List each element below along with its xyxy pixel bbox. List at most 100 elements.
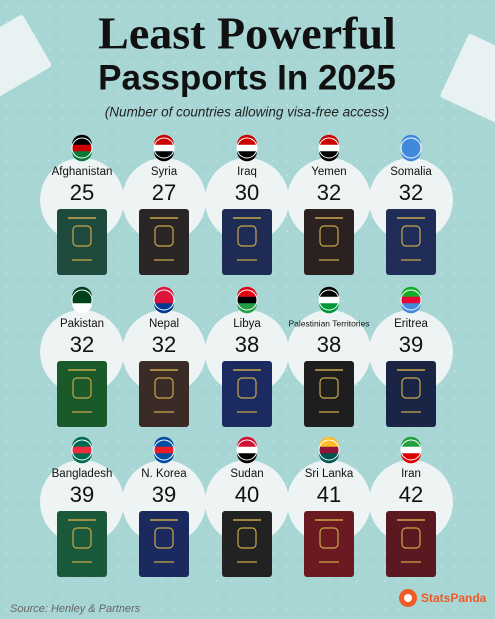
flag-band bbox=[237, 453, 257, 464]
passport-cover bbox=[386, 361, 436, 427]
flag bbox=[318, 436, 340, 464]
visa-free-count: 39 bbox=[70, 482, 94, 507]
flag bbox=[153, 286, 175, 314]
passport-emblem bbox=[401, 225, 421, 247]
visa-free-count: 32 bbox=[152, 332, 176, 357]
visa-free-count: 30 bbox=[235, 180, 259, 205]
country-name: Iraq bbox=[237, 166, 257, 178]
passport-emblem bbox=[154, 527, 174, 549]
flag bbox=[318, 134, 340, 162]
passport-cover bbox=[304, 361, 354, 427]
flag-border bbox=[400, 439, 422, 461]
passport-cover bbox=[139, 511, 189, 577]
flag-border bbox=[153, 137, 175, 159]
country-name: Yemen bbox=[311, 166, 346, 178]
flag bbox=[400, 436, 422, 464]
flag-band bbox=[72, 151, 92, 162]
source: Source: Henley & Partners bbox=[10, 603, 141, 615]
country-name: Libya bbox=[233, 318, 261, 330]
flag-band bbox=[154, 453, 174, 464]
passport-emblem bbox=[319, 527, 339, 549]
flag bbox=[236, 134, 258, 162]
flag-band bbox=[72, 303, 92, 314]
country-name: N. Korea bbox=[141, 468, 187, 480]
visa-free-count: 41 bbox=[317, 482, 341, 507]
passport-cover bbox=[386, 209, 436, 275]
flag-band bbox=[319, 151, 339, 162]
passport-cover bbox=[386, 511, 436, 577]
flag-band bbox=[237, 151, 257, 162]
passport-emblem bbox=[237, 225, 257, 247]
brand-name: StatsPanda bbox=[421, 591, 487, 605]
flag-border bbox=[71, 137, 93, 159]
passport-emblem bbox=[72, 225, 92, 247]
flag bbox=[236, 436, 258, 464]
flag-band bbox=[237, 134, 257, 145]
flag-border bbox=[236, 439, 258, 461]
flag-band bbox=[237, 436, 257, 447]
visa-free-count: 39 bbox=[399, 332, 423, 357]
flag-band bbox=[154, 436, 174, 447]
country-name: Bangladesh bbox=[52, 468, 113, 480]
passport-emblem bbox=[237, 377, 257, 399]
passport-emblem bbox=[72, 377, 92, 399]
flag bbox=[236, 286, 258, 314]
passport-emblem bbox=[154, 225, 174, 247]
flag-band bbox=[401, 151, 421, 162]
flag-border bbox=[153, 439, 175, 461]
country-name: Syria bbox=[151, 166, 178, 178]
subtitle: (Number of countries allowing visa-free … bbox=[105, 105, 389, 120]
card-grid: Afghanistan 25 Syria 27 Iraq 30 Yemen 32 Somalia… bbox=[40, 134, 453, 577]
visa-free-count: 25 bbox=[70, 180, 94, 205]
flag-border bbox=[71, 439, 93, 461]
flag-band bbox=[401, 286, 421, 297]
passport-cover bbox=[139, 361, 189, 427]
flag bbox=[318, 286, 340, 314]
passport-emblem bbox=[154, 377, 174, 399]
flag-band bbox=[401, 453, 421, 464]
passport-cover bbox=[304, 511, 354, 577]
flag-band bbox=[319, 303, 339, 314]
visa-free-count: 32 bbox=[317, 180, 341, 205]
passport-cover bbox=[222, 209, 272, 275]
passport-emblem bbox=[401, 377, 421, 399]
passport-emblem bbox=[319, 225, 339, 247]
passport-emblem bbox=[237, 527, 257, 549]
passport-emblem bbox=[72, 527, 92, 549]
flag-band bbox=[154, 151, 174, 162]
flag-band bbox=[154, 286, 174, 297]
passport-cover bbox=[139, 209, 189, 275]
passport-cover bbox=[222, 361, 272, 427]
flag-band bbox=[154, 134, 174, 145]
flag-border bbox=[236, 289, 258, 311]
flag-border bbox=[400, 137, 422, 159]
flag-border bbox=[318, 137, 340, 159]
flag-band bbox=[319, 436, 339, 447]
visa-free-count: 38 bbox=[235, 332, 259, 357]
country-name: Iran bbox=[401, 468, 421, 480]
brand-logo bbox=[404, 594, 412, 602]
country-name: Afghanistan bbox=[52, 166, 113, 178]
flag bbox=[153, 134, 175, 162]
flag bbox=[400, 134, 422, 162]
flag-band bbox=[237, 286, 257, 297]
flag-band bbox=[72, 453, 92, 464]
visa-free-count: 32 bbox=[70, 332, 94, 357]
flag-border bbox=[236, 137, 258, 159]
country-name: Somalia bbox=[390, 166, 432, 178]
country-name: Pakistan bbox=[60, 318, 104, 330]
flag bbox=[71, 286, 93, 314]
title: Passports In 2025 bbox=[98, 58, 396, 97]
passport-cover bbox=[57, 361, 107, 427]
visa-free-count: 32 bbox=[399, 180, 423, 205]
passport-cover bbox=[57, 209, 107, 275]
country-name: Nepal bbox=[149, 318, 179, 330]
flag-band bbox=[401, 134, 421, 145]
country-name: Eritrea bbox=[394, 318, 428, 330]
ticket-decoration bbox=[440, 34, 495, 126]
country-name: Sri Lanka bbox=[305, 468, 354, 480]
visa-free-count: 39 bbox=[152, 482, 176, 507]
passport-cover bbox=[222, 511, 272, 577]
flag-border bbox=[318, 289, 340, 311]
flag-band bbox=[401, 436, 421, 447]
